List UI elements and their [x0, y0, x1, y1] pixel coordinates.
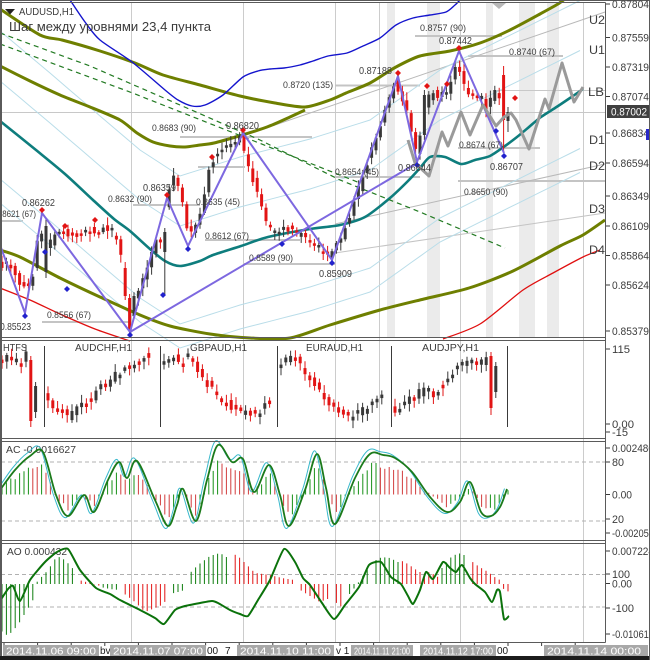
svg-text:U2: U2 [589, 15, 605, 27]
svg-text:0.86834: 0.86834 [612, 128, 649, 140]
svg-text:80: 80 [612, 457, 624, 469]
svg-text:0.8650 (90): 0.8650 (90) [464, 187, 508, 198]
svg-text:2014.11.14 00:00: 2014.11.14 00:00 [547, 647, 642, 658]
svg-text:D1: D1 [589, 135, 605, 147]
svg-text:0.86644: 0.86644 [398, 162, 431, 174]
svg-text:0.85624: 0.85624 [612, 280, 649, 292]
svg-text:0.87559: 0.87559 [612, 33, 649, 45]
svg-text:00: 00 [207, 646, 219, 657]
svg-text:0.86359: 0.86359 [143, 182, 176, 194]
svg-text:0.00: 0.00 [612, 579, 632, 591]
svg-text:0.8556 (67): 0.8556 (67) [47, 310, 91, 321]
svg-text:Шаг между уровнями 23,4 пункта: Шаг между уровнями 23,4 пункта [9, 19, 212, 34]
svg-text:HTFS: HTFS [3, 342, 27, 354]
svg-text:0.8720 (135): 0.8720 (135) [283, 80, 333, 91]
svg-text:00: 00 [497, 646, 509, 657]
svg-text:-0.002053: -0.002053 [612, 528, 650, 540]
svg-text:0.8674 (67): 0.8674 (67) [459, 140, 503, 151]
svg-text:U1: U1 [589, 45, 605, 57]
svg-text:.8621 (67): .8621 (67) [0, 209, 36, 220]
svg-text:0.85909: 0.85909 [319, 268, 352, 280]
svg-text:0.87074: 0.87074 [612, 92, 649, 104]
svg-text:0.8632 (90): 0.8632 (90) [108, 194, 152, 205]
svg-text:0.8683 (90): 0.8683 (90) [152, 123, 196, 134]
svg-text:0.8654 (45): 0.8654 (45) [335, 167, 379, 178]
svg-text:0.85379: 0.85379 [612, 326, 649, 338]
svg-text:EURAUD,H1: EURAUD,H1 [306, 342, 363, 354]
svg-text:-15: -15 [612, 427, 628, 439]
svg-text:-100: -100 [612, 603, 634, 615]
svg-text:-0.010616: -0.010616 [612, 629, 650, 641]
svg-text:2014.11.10 11:00: 2014.11.10 11:00 [240, 647, 332, 658]
svg-text:D2: D2 [589, 161, 605, 173]
svg-text:0.87188: 0.87188 [359, 65, 392, 77]
svg-text:0.8757 (90): 0.8757 (90) [420, 23, 466, 34]
svg-text:AUDCHF,H1: AUDCHF,H1 [75, 342, 132, 354]
svg-text:0.86594: 0.86594 [612, 158, 649, 170]
svg-text:0.86109: 0.86109 [612, 221, 649, 233]
svg-text:D3: D3 [589, 204, 605, 216]
svg-text:bv: bv [100, 646, 111, 657]
svg-text:0.8635 (45): 0.8635 (45) [196, 197, 240, 208]
svg-text:D4: D4 [589, 245, 606, 257]
svg-text:0.85864: 0.85864 [612, 251, 649, 263]
svg-text:100: 100 [612, 569, 630, 581]
svg-text:0.8740 (67): 0.8740 (67) [509, 47, 555, 58]
svg-text:0.87002: 0.87002 [611, 107, 647, 119]
svg-text:GBPAUD,H1: GBPAUD,H1 [190, 342, 247, 354]
svg-text:115: 115 [612, 344, 630, 356]
svg-text:20: 20 [612, 514, 624, 526]
svg-text:0.86707: 0.86707 [490, 161, 523, 173]
svg-text:0.8589 (90): 0.8589 (90) [249, 253, 293, 264]
svg-text:0.00: 0.00 [612, 490, 632, 502]
svg-text:0.87442: 0.87442 [439, 35, 472, 47]
svg-text:0.86820: 0.86820 [226, 120, 259, 132]
svg-text:0.86262: 0.86262 [22, 197, 55, 209]
svg-text:2014.11.06 09:00: 2014.11.06 09:00 [6, 647, 97, 658]
svg-text:0.86349: 0.86349 [612, 191, 649, 203]
svg-text:0.002480: 0.002480 [612, 443, 650, 455]
svg-text:0.87804: 0.87804 [612, 0, 649, 11]
svg-text:2014.11.11 21:00: 2014.11.11 21:00 [354, 647, 410, 658]
svg-text:0.87319: 0.87319 [612, 62, 649, 74]
svg-text:0,00: 0,00 [612, 419, 634, 431]
svg-text:0.007224: 0.007224 [612, 546, 650, 558]
svg-text:AUDJPY,H1: AUDJPY,H1 [422, 342, 479, 354]
svg-text:7: 7 [225, 646, 231, 657]
svg-text:AUDUSD,H1: AUDUSD,H1 [19, 7, 74, 18]
svg-text:2014.11.12 17:00: 2014.11.12 17:00 [423, 647, 493, 658]
svg-text:2014.11.07 07:00: 2014.11.07 07:00 [113, 647, 204, 658]
svg-text:0.8612 (67): 0.8612 (67) [205, 231, 249, 242]
svg-text:v 1: v 1 [336, 646, 350, 657]
svg-text:LB: LB [588, 87, 604, 99]
svg-text:0.85523: 0.85523 [0, 321, 31, 333]
